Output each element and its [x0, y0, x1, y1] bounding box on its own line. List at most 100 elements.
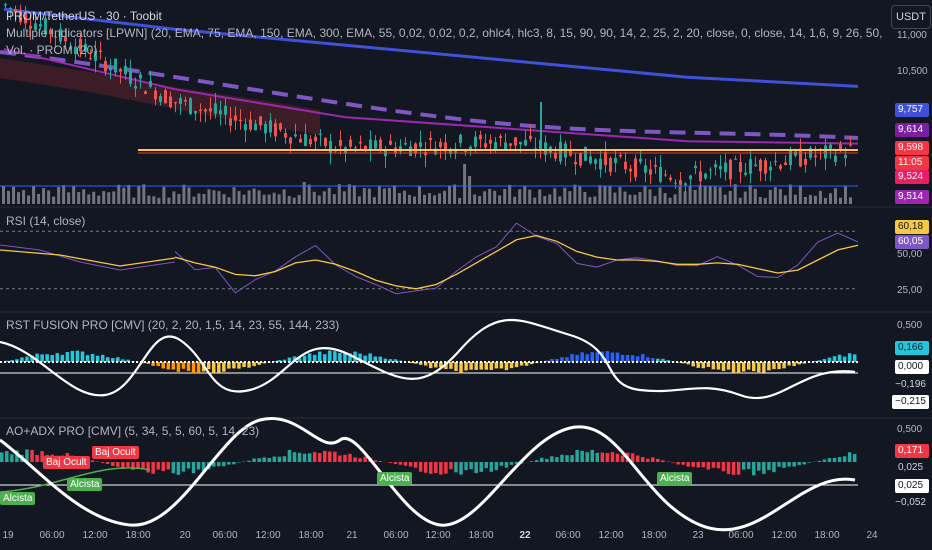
- candle: [49, 29, 52, 35]
- ao-histogram-bar: [40, 451, 44, 462]
- candle: [609, 157, 612, 172]
- ao-histogram-bar: [408, 462, 413, 467]
- volume-bar: [317, 195, 321, 204]
- symbol-title: PROM/TetherUS · 30 · Toobit: [6, 9, 162, 23]
- volume-bar: [653, 196, 657, 204]
- rst-histogram-bar: [328, 350, 332, 362]
- volume-bar: [643, 185, 647, 204]
- rst-histogram-bar: [691, 362, 695, 367]
- rst-histogram-bar: [666, 360, 670, 362]
- volume-bar: [793, 194, 797, 204]
- volume-bar: [322, 191, 326, 204]
- candle: [709, 169, 712, 171]
- time-axis-label: 06:00: [212, 530, 238, 541]
- ao-signal-label: Alcista: [657, 472, 693, 485]
- ao-histogram-bar: [731, 462, 736, 475]
- ao-histogram-bar: [232, 462, 236, 465]
- volume-legend[interactable]: Vol. · PROM (20): [6, 43, 98, 57]
- ao-histogram-bar: [343, 454, 347, 462]
- ao-histogram-bar: [418, 462, 423, 472]
- ao-histogram-bar: [534, 460, 539, 462]
- ao-histogram-bar: [297, 452, 302, 462]
- candle: [154, 90, 157, 100]
- volume-bar: [503, 188, 507, 204]
- volume-bar: [107, 192, 111, 204]
- volume-bar: [723, 194, 727, 204]
- volume-bar: [773, 187, 777, 204]
- candle: [694, 165, 697, 169]
- rst-histogram-bar: [282, 359, 287, 362]
- rst-histogram-bar: [767, 362, 771, 371]
- rsi-legend[interactable]: RSI (14, close): [6, 214, 86, 228]
- candle: [374, 140, 377, 149]
- rst-histogram-bar: [772, 362, 776, 370]
- ao-value-tag: 0,171: [895, 444, 929, 458]
- volume-bar: [387, 187, 391, 204]
- rst-histogram-bar: [191, 362, 196, 374]
- rst-histogram-bar: [777, 362, 781, 370]
- candle: [149, 80, 152, 87]
- volume-bar: [22, 190, 26, 204]
- volume-bar: [407, 194, 411, 204]
- rst-histogram-bar: [625, 355, 630, 362]
- price-tag: 9,614: [895, 123, 929, 137]
- rst-histogram-bar: [792, 362, 796, 367]
- candle: [79, 38, 82, 52]
- ao-histogram-bar: [590, 450, 595, 462]
- rst-histogram-bar: [676, 362, 680, 363]
- rst-value-tag: −0,196: [895, 379, 926, 390]
- rst-histogram-bar: [196, 362, 201, 374]
- ao-value-tag: 0,025: [898, 462, 924, 473]
- ao-histogram-bar: [363, 456, 367, 462]
- candle: [119, 68, 122, 72]
- volume-bar: [97, 195, 101, 204]
- rst-histogram-bar: [111, 358, 115, 362]
- volume-bar: [92, 191, 96, 204]
- rst-histogram-bar: [822, 358, 827, 362]
- volume-bar: [417, 185, 421, 204]
- volume-bar: [257, 190, 261, 204]
- rst-histogram-bar: [842, 356, 847, 362]
- volume-bar: [573, 184, 577, 204]
- ao-histogram-bar: [640, 457, 645, 462]
- rst-histogram-bar: [484, 362, 489, 370]
- rst-histogram-bar: [272, 361, 277, 362]
- rst-histogram-bar: [752, 362, 756, 372]
- rst-histogram-bar: [257, 362, 261, 365]
- candle: [449, 149, 452, 154]
- candle: [224, 105, 227, 115]
- candle: [679, 180, 682, 185]
- volume-bar: [493, 190, 497, 204]
- ao-histogram-bar: [741, 462, 746, 470]
- currency-button[interactable]: USDT: [891, 5, 931, 29]
- candle: [779, 165, 782, 169]
- ao-histogram-bar: [393, 462, 398, 465]
- ao-signal-label: Alcista: [377, 472, 413, 485]
- volume-bar: [463, 164, 467, 204]
- ao-histogram-bar: [797, 462, 801, 466]
- ao-histogram-bar: [540, 457, 544, 462]
- ema-dashed-line: [0, 50, 859, 140]
- rst-legend[interactable]: RST FUSION PRO [CMV] (20, 2, 20, 1,5, 14…: [6, 318, 340, 332]
- time-axis-label: 06:00: [555, 530, 581, 541]
- rst-histogram-bar: [211, 362, 216, 374]
- candle: [24, 13, 27, 24]
- volume-bar: [282, 189, 286, 204]
- indicators-legend[interactable]: Multiple Indicators [LPWN] (20, EMA, 75,…: [6, 26, 886, 40]
- ao-legend[interactable]: AO+ADX PRO [CMV] (5, 34, 5, 5, 60, 5, 14…: [6, 424, 260, 438]
- rst-histogram-bar: [343, 352, 347, 362]
- rst-histogram-bar: [378, 356, 383, 362]
- volume-bar: [498, 195, 502, 204]
- candle: [269, 120, 272, 133]
- volume-bar: [443, 190, 447, 204]
- adx-line: [0, 467, 151, 493]
- candle: [169, 96, 172, 108]
- volume-bar: [372, 197, 376, 204]
- volume-bar: [848, 197, 852, 204]
- candle: [14, 9, 17, 13]
- volume-bar: [763, 197, 767, 204]
- volume-bar: [147, 195, 151, 204]
- price-tag: 11:05: [895, 156, 929, 170]
- rst-histogram-bar: [782, 362, 786, 369]
